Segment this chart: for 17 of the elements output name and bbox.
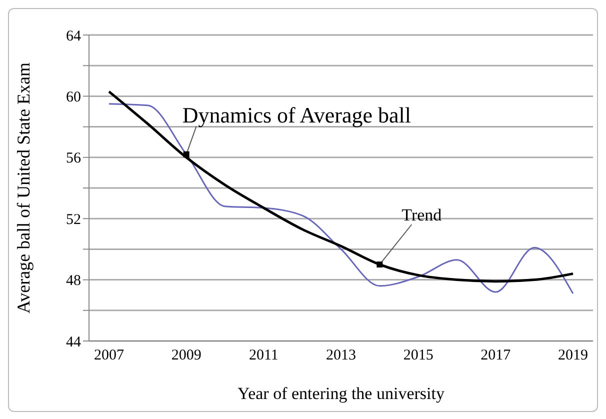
x-tick-label: 2015: [403, 348, 434, 364]
y-tick-label: 52: [66, 212, 81, 228]
y-tick-label: 44: [66, 334, 82, 350]
y-axis-title: Average ball of United State Exam: [13, 62, 34, 314]
x-tick-label: 2011: [248, 348, 278, 364]
y-tick-label: 56: [66, 150, 82, 167]
x-tick-label: 2019: [558, 348, 588, 364]
series-label: Dynamics of Average ball: [182, 102, 412, 128]
text: Trend: [402, 206, 442, 224]
x-tick-label: 2013: [326, 348, 356, 364]
y-tick-label: 64: [66, 28, 82, 44]
y-tick-label: 60: [66, 90, 81, 106]
x-tick-label: 2009: [171, 348, 202, 364]
x-axis-title: Year of entering the university: [238, 384, 445, 403]
x-tick-label: 2007: [94, 348, 124, 364]
y-tick-label: 48: [66, 273, 81, 290]
x-tick-label: 2017: [480, 348, 512, 364]
